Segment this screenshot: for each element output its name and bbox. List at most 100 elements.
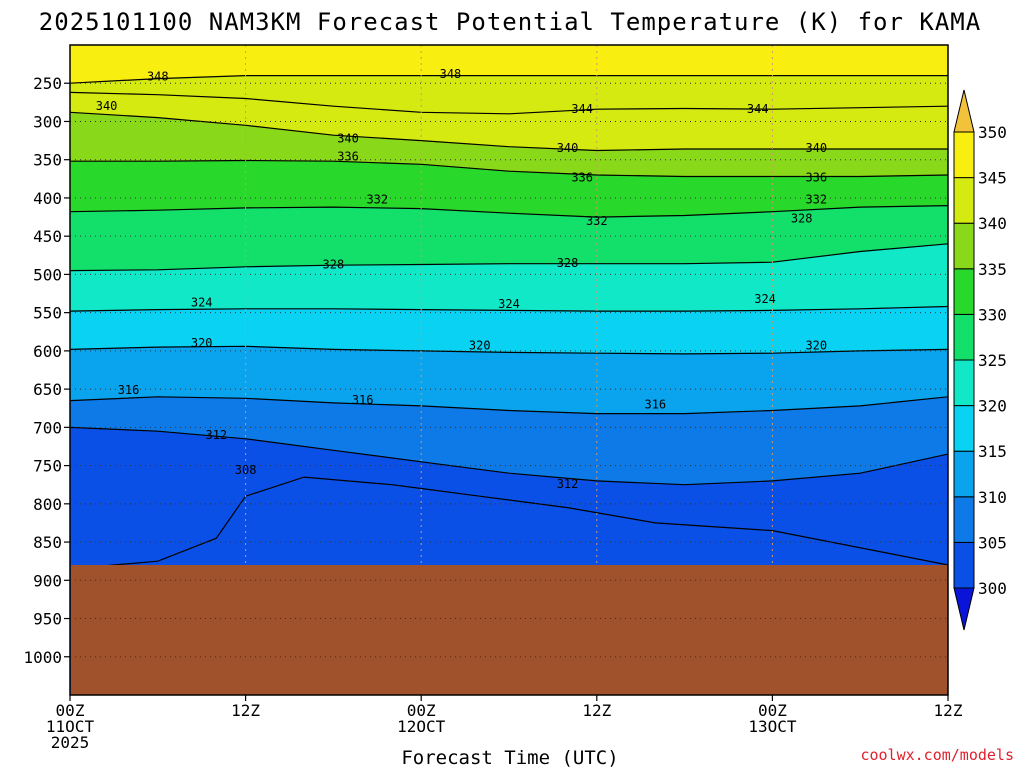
colorbar-cell bbox=[953, 313, 975, 361]
colorbar-cell bbox=[953, 405, 975, 452]
y-tick-label: 900 bbox=[33, 571, 62, 590]
contour-label-320: 320 bbox=[191, 336, 213, 350]
band-above-344 bbox=[70, 75, 948, 114]
contour-label-316: 316 bbox=[644, 397, 666, 411]
band-above-308 bbox=[70, 427, 948, 569]
band-above-324 bbox=[70, 243, 948, 312]
y-tick-label: 650 bbox=[33, 380, 62, 399]
contour-324 bbox=[69, 305, 949, 312]
contour-label-312: 312 bbox=[557, 477, 579, 491]
colorbar-cell bbox=[953, 496, 975, 543]
y-tick-label: 350 bbox=[33, 151, 62, 170]
colorbar-arrow-high bbox=[953, 89, 975, 133]
contour-lines bbox=[69, 75, 949, 570]
colorbar-label: 350 bbox=[978, 123, 1007, 142]
band-above-340 bbox=[70, 92, 948, 151]
color-bands bbox=[70, 45, 948, 695]
contour-label-332: 332 bbox=[805, 192, 827, 206]
contour-308 bbox=[69, 476, 949, 570]
contour-label-332: 332 bbox=[586, 214, 608, 228]
y-axis: 250 300 350 400 450 500 550 600 650 700 750 800 850 9… bbox=[23, 74, 70, 667]
x-tick-label: 00Z bbox=[758, 701, 787, 720]
contour-316 bbox=[69, 396, 949, 415]
chart-title: 2025101100 NAM3KM Forecast Potential Tem… bbox=[39, 8, 981, 36]
ground-surface bbox=[70, 565, 948, 695]
band-above-348 bbox=[70, 45, 948, 84]
colorbar-label: 340 bbox=[978, 214, 1007, 233]
contour-label-348: 348 bbox=[147, 69, 169, 83]
band-above-332 bbox=[70, 160, 948, 218]
contour-312 bbox=[69, 426, 949, 486]
y-tick-label: 600 bbox=[33, 342, 62, 361]
band-above-312 bbox=[70, 396, 948, 485]
contour-label-320: 320 bbox=[469, 339, 491, 353]
contour-label-340: 340 bbox=[96, 99, 118, 113]
credit-text[interactable]: coolwx.com/models bbox=[860, 746, 1014, 764]
contour-348 bbox=[69, 75, 948, 84]
y-tick-label: 300 bbox=[33, 112, 62, 131]
x-tick-label: 2025 bbox=[51, 733, 90, 752]
contour-label-344: 344 bbox=[747, 102, 769, 116]
colorbar-label: 325 bbox=[978, 351, 1007, 370]
contour-label-336: 336 bbox=[805, 170, 827, 184]
y-tick-label: 950 bbox=[33, 610, 62, 629]
colorbar-label: 335 bbox=[978, 260, 1007, 279]
contour-label-328: 328 bbox=[791, 212, 813, 226]
colorbar-label: 310 bbox=[978, 488, 1007, 507]
contour-label-336: 336 bbox=[337, 150, 359, 164]
band-above-328 bbox=[70, 205, 948, 271]
plot-frame bbox=[69, 44, 949, 696]
colorbar-cell bbox=[953, 177, 975, 224]
colorbar-cell bbox=[953, 541, 975, 589]
contour-label-324: 324 bbox=[498, 297, 520, 311]
x-tick-label: 00Z bbox=[407, 701, 436, 720]
plot-area: 348 348 340 344 344 340 340 340 336 336 336 332 332 3… bbox=[69, 45, 949, 695]
x-axis-label: Forecast Time (UTC) bbox=[401, 747, 618, 768]
y-tick-label: 250 bbox=[33, 74, 62, 93]
y-tick-label: 800 bbox=[33, 495, 62, 514]
colorbar-label: 305 bbox=[978, 533, 1007, 552]
colorbar-cell bbox=[953, 222, 975, 270]
contour-label-324: 324 bbox=[191, 296, 213, 310]
y-tick-label: 750 bbox=[33, 457, 62, 476]
y-tick-label: 850 bbox=[33, 533, 62, 552]
y-tick-label: 500 bbox=[33, 265, 62, 284]
contour-label-340: 340 bbox=[337, 131, 359, 145]
contour-320 bbox=[69, 345, 949, 355]
colorbar-cell bbox=[953, 268, 975, 315]
colorbar-cell bbox=[953, 131, 975, 179]
colorbar-label: 320 bbox=[978, 397, 1007, 416]
colorbar-label: 300 bbox=[978, 579, 1007, 598]
contour-label-336: 336 bbox=[571, 170, 593, 184]
contour-label-316: 316 bbox=[118, 383, 140, 397]
y-tick-label: 450 bbox=[33, 227, 62, 246]
x-tick-label: 12Z bbox=[231, 701, 260, 720]
colorbar: 300 305 310 315 320 325 330 335 340 345 350 bbox=[953, 89, 1007, 631]
band-above-320 bbox=[70, 306, 948, 354]
contour-label-348: 348 bbox=[440, 67, 462, 81]
y-tick-label: 400 bbox=[33, 189, 62, 208]
contour-328 bbox=[69, 243, 949, 272]
x-tick-label: 11OCT bbox=[46, 717, 95, 736]
contour-label-308: 308 bbox=[235, 463, 257, 477]
contour-label-320: 320 bbox=[805, 339, 827, 353]
contour-336 bbox=[70, 159, 949, 178]
contour-label-324: 324 bbox=[754, 292, 776, 306]
x-tick-label: 12OCT bbox=[397, 717, 446, 736]
contour-label-340: 340 bbox=[805, 141, 827, 155]
x-tick-label: 13OCT bbox=[748, 717, 797, 736]
y-tick-label: 700 bbox=[33, 418, 62, 437]
colorbar-cell bbox=[953, 359, 975, 407]
contour-344 bbox=[69, 91, 949, 115]
contour-label-344: 344 bbox=[571, 102, 593, 116]
colorbar-cell bbox=[953, 450, 975, 498]
contour-labels: 348 348 340 344 344 340 340 340 336 336 336 332 332 3… bbox=[96, 67, 827, 491]
contour-label-328: 328 bbox=[323, 257, 345, 271]
colorbar-label: 330 bbox=[978, 305, 1007, 324]
x-tick-label: 00Z bbox=[56, 701, 85, 720]
colorbar-label: 315 bbox=[978, 442, 1007, 461]
x-tick-label: 12Z bbox=[934, 701, 963, 720]
contour-332 bbox=[69, 205, 949, 218]
